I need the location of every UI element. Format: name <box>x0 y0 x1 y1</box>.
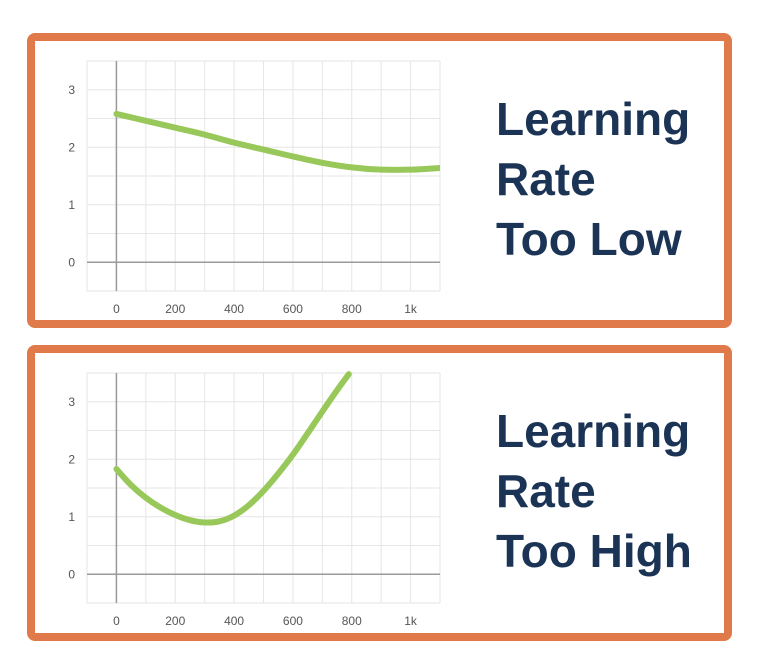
y-tick-label: 2 <box>68 452 75 466</box>
caption-line-1: Learning <box>496 405 691 457</box>
chart-low-lr: 0 1 2 3 0 200 400 600 800 1k <box>68 60 441 316</box>
y-tick-label: 3 <box>68 83 75 97</box>
caption-line-3: Too High <box>496 525 692 577</box>
x-tick-label: 0 <box>113 614 120 628</box>
x-tick-label: 600 <box>283 302 303 316</box>
chart-high-lr: 0 1 2 3 0 200 400 600 800 1k <box>68 371 441 628</box>
caption-line-3: Too Low <box>496 213 682 265</box>
y-tick-label: 0 <box>68 567 75 581</box>
x-tick-label: 0 <box>113 302 120 316</box>
series-line <box>113 371 352 526</box>
caption-line-2: Rate <box>496 153 596 205</box>
caption-high-lr: Learning Rate Too High <box>496 401 726 581</box>
chart-panel-low: 0 1 2 3 0 200 400 600 800 1k Learning Rate Too Lo… <box>27 33 732 328</box>
x-tick-label: 400 <box>224 302 244 316</box>
x-tick-label: 200 <box>165 614 185 628</box>
x-tick-label: 1k <box>404 302 418 316</box>
caption-line-1: Learning <box>496 93 691 145</box>
caption-line-2: Rate <box>496 465 596 517</box>
y-tick-label: 2 <box>68 140 75 154</box>
y-tick-label: 1 <box>68 510 75 524</box>
chart-panel-high: 0 1 2 3 0 200 400 600 800 1k Learning Rate Too Hi… <box>27 345 732 641</box>
x-tick-label: 800 <box>342 302 362 316</box>
series-line <box>113 110 440 173</box>
caption-low-lr: Learning Rate Too Low <box>496 89 726 269</box>
x-tick-label: 600 <box>283 614 303 628</box>
y-tick-label: 3 <box>68 395 75 409</box>
y-tick-label: 1 <box>68 198 75 212</box>
y-tick-label: 0 <box>68 255 75 269</box>
x-tick-label: 1k <box>404 614 418 628</box>
x-tick-label: 800 <box>342 614 362 628</box>
x-tick-label: 200 <box>165 302 185 316</box>
x-tick-label: 400 <box>224 614 244 628</box>
